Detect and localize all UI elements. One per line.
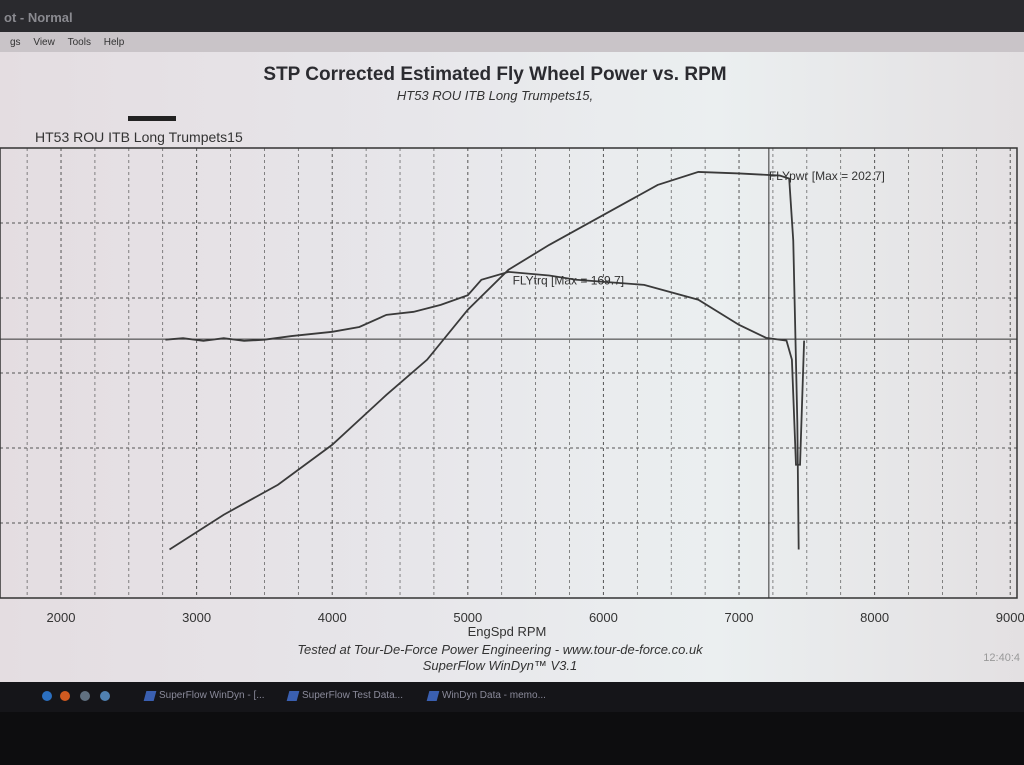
menu-item[interactable]: gs	[10, 37, 21, 48]
x-tick-label: 7000	[725, 610, 754, 625]
menu-view[interactable]: View	[33, 37, 55, 48]
menu-help[interactable]: Help	[103, 37, 125, 48]
task-windyn-data[interactable]: WinDyn Data - memo...	[426, 690, 546, 701]
plot-frame	[0, 147, 1018, 599]
task-test-data[interactable]: SuperFlow Test Data...	[286, 690, 403, 701]
footer-software: SuperFlow WinDyn™ V3.1	[422, 658, 578, 673]
firefox-icon[interactable]	[60, 691, 70, 701]
x-tick-label: 9000	[996, 610, 1024, 625]
clock: 12:40:4	[983, 652, 1020, 664]
task-windyn[interactable]: SuperFlow WinDyn - [...	[143, 690, 265, 701]
x-tick-label: 2000	[47, 610, 76, 625]
legend-label: HT53 ROU ITB Long Trumpets15	[35, 129, 243, 145]
chart-window: STP Corrected Estimated Fly Wheel Power …	[0, 52, 1024, 682]
app-icon[interactable]	[80, 691, 90, 701]
menu-bar: gs View Tools Help	[0, 32, 1024, 52]
annotation-FLYtrq: FLYtrq [Max = 169.7]	[513, 274, 625, 288]
taskbar: SuperFlow WinDyn - [... SuperFlow Test D…	[0, 682, 1024, 712]
ie-icon[interactable]	[42, 691, 52, 701]
chart-title: STP Corrected Estimated Fly Wheel Power …	[263, 64, 727, 85]
chrome-icon[interactable]	[100, 691, 110, 701]
annotation-FLYpwr: FLYpwr [Max = 202.7]	[769, 169, 885, 183]
x-tick-label: 6000	[589, 610, 618, 625]
notepad-icon	[426, 690, 440, 701]
superflow-icon	[286, 690, 300, 701]
window-title: ot - Normal	[0, 0, 1024, 32]
dyno-chart: FLYpwr [Max = 202.7] FLYtrq [Max = 169.7]…	[0, 147, 1024, 639]
x-axis-label: EngSpd RPM	[468, 624, 547, 639]
series-FLYtrq	[165, 270, 806, 466]
x-tick-label: 4000	[318, 610, 347, 625]
footer-tested-at: Tested at Tour-De-Force Power Engineerin…	[297, 642, 703, 657]
series-FLYpwr	[169, 171, 800, 551]
x-tick-label: 8000	[860, 610, 889, 625]
legend-swatch	[128, 116, 176, 121]
windyn-icon	[143, 690, 157, 701]
chart-subtitle: HT53 ROU ITB Long Trumpets15,	[396, 88, 594, 103]
x-tick-label: 3000	[182, 610, 211, 625]
x-tick-label: 5000	[453, 610, 482, 625]
menu-tools[interactable]: Tools	[67, 37, 91, 48]
